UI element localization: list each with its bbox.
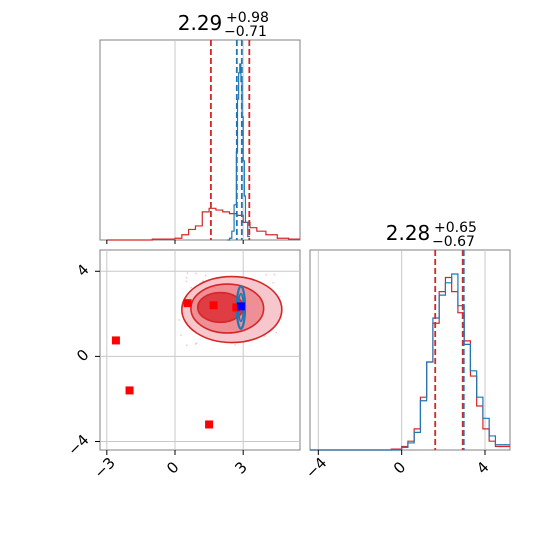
sample-point [234,344,237,346]
sample-point [275,331,278,334]
marginal-histogram-param2: 2.28 +0.65 −0.67 [309,220,511,451]
x-tick-label: 4 [473,458,492,477]
title-minus: −0.67 [432,234,475,250]
sample-point [185,280,188,283]
x-tick-label: 0 [163,458,182,477]
scatter-content [100,250,300,450]
histogram-step-line [106,207,300,241]
title-minus: −0.71 [224,24,267,40]
panel-frame [99,39,301,241]
sample-point [265,273,268,276]
marker-square [183,299,192,308]
marker-square [236,302,245,311]
marker-square [209,301,218,310]
title-plus: +0.98 [226,10,269,26]
sample-point [178,319,181,321]
sample-point [190,286,193,289]
y-tick-label: −4 [64,431,92,459]
y-tick-label: 4 [73,261,92,280]
marker-square [111,336,120,345]
y-tick-label: 0 [73,346,92,365]
histogram-content [310,250,510,451]
panel-title-param2: 2.28 [386,221,431,245]
sample-point [204,274,207,277]
tick-labels: −3 0 3 4 0 −4 −4 0 4 [64,240,493,482]
sample-point [185,344,188,347]
panel-frame [309,249,511,451]
sample-point [194,343,197,345]
sample-point [186,272,189,274]
title-median: 2.29 [178,11,223,35]
sample-point [185,276,188,279]
x-tick-label: 0 [390,458,409,477]
joint-scatter-param1-param2 [99,249,301,451]
sample-point [180,334,182,337]
sample-point [272,281,275,284]
x-tick-label: −4 [302,454,330,482]
histogram-content [106,40,300,241]
x-tick-label: 3 [231,458,250,477]
sample-point [194,272,197,275]
histogram-step-line [310,276,510,451]
histogram-step-line [227,63,250,241]
sample-point [273,273,276,276]
histogram-step-line [310,273,510,451]
panel-frame [99,249,301,451]
x-tick-label: −3 [91,454,119,482]
marginal-histogram-param1: 2.29 +0.98 −0.71 [99,10,301,241]
title-median: 2.28 [386,221,431,245]
sample-point [201,280,204,282]
panel-title-param1: 2.29 [178,11,223,35]
marker-square [125,386,134,395]
marker-square [205,420,214,429]
title-plus: +0.65 [434,220,477,236]
marker-square [232,303,241,312]
